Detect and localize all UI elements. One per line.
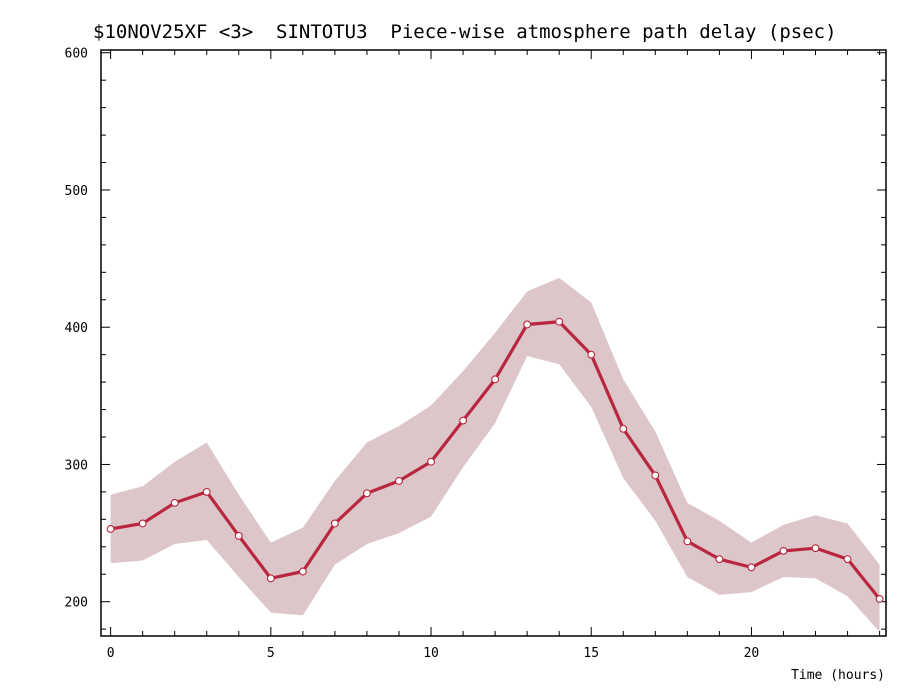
- data-point: [555, 317, 564, 326]
- data-point: [491, 375, 500, 384]
- data-point: [138, 519, 147, 528]
- data-point: [683, 537, 692, 546]
- data-point: [619, 424, 628, 433]
- series-0-error-band: [110, 277, 880, 632]
- data-point: [747, 563, 756, 572]
- x-tick-label: 20: [744, 646, 760, 661]
- data-point: [202, 487, 211, 496]
- data-point: [843, 555, 852, 564]
- data-point: [779, 546, 788, 555]
- data-point: [651, 471, 660, 480]
- y-tick-label: 400: [65, 321, 88, 336]
- x-tick-label: 10: [423, 646, 439, 661]
- data-point: [459, 416, 468, 425]
- y-tick-label: 500: [65, 184, 88, 199]
- data-point: [523, 320, 532, 329]
- data-point: [266, 574, 275, 583]
- data-point: [170, 498, 179, 507]
- y-tick-label: 200: [65, 596, 88, 611]
- data-point: [362, 489, 371, 498]
- x-tick-label: 15: [583, 646, 599, 661]
- x-axis-label: Time (hours): [791, 668, 885, 683]
- data-point: [427, 457, 435, 466]
- data-point: [106, 525, 115, 533]
- data-point: [395, 476, 403, 485]
- y-tick-label: 600: [65, 47, 88, 62]
- plot-frame: [100, 49, 887, 637]
- x-tick-label: 0: [107, 646, 115, 661]
- y-tick-label: 300: [65, 458, 88, 473]
- x-tick-label: 5: [267, 646, 275, 661]
- data-point: [715, 555, 724, 564]
- data-point: [330, 519, 339, 528]
- chart-title: $10NOV25XF <3> SINTOTU3 Piece-wise atmos…: [93, 21, 837, 43]
- data-point: [587, 350, 596, 359]
- data-point: [811, 544, 820, 553]
- data-point: [234, 531, 243, 540]
- data-point: [298, 567, 307, 576]
- data-point: [875, 594, 884, 603]
